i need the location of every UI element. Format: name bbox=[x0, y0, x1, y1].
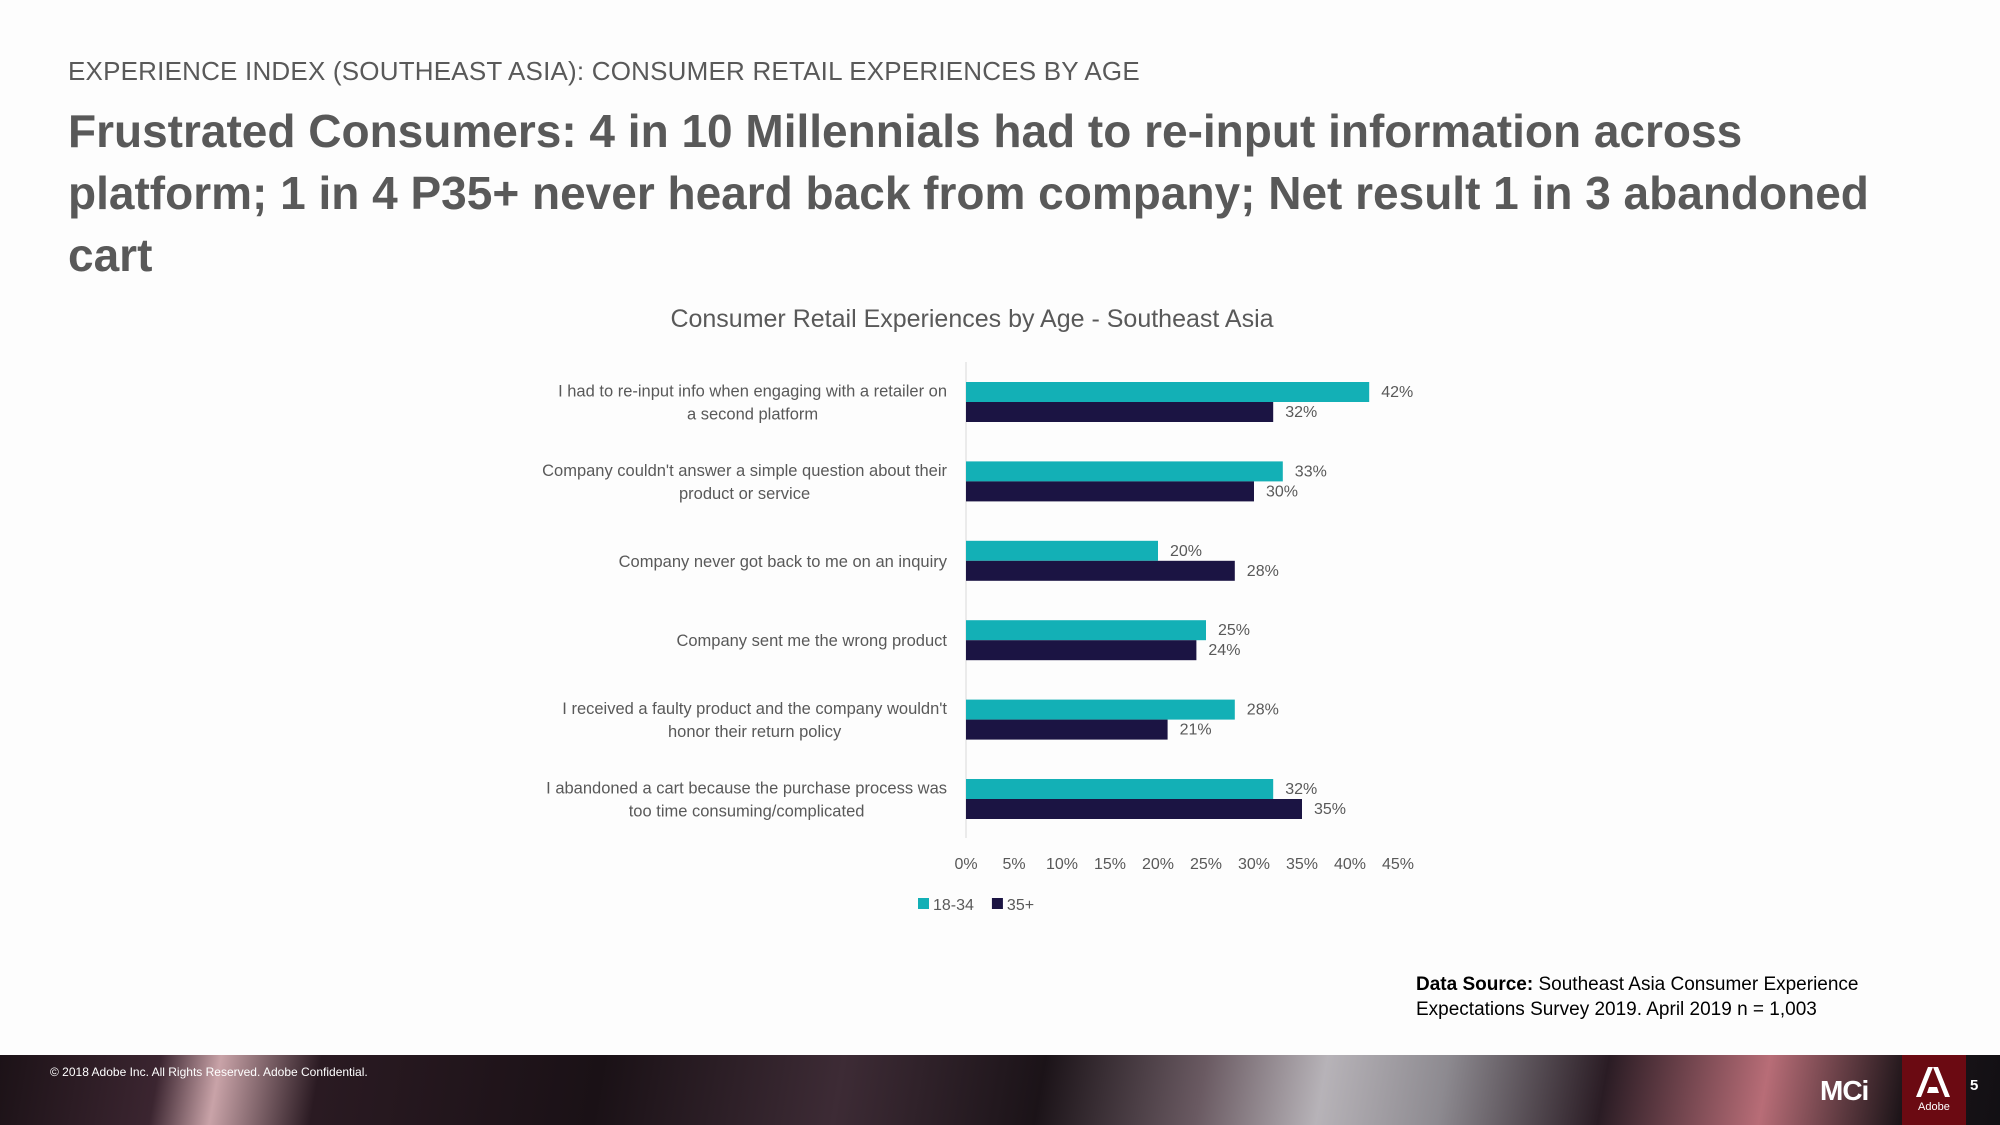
bar-35plus bbox=[966, 799, 1302, 819]
data-label: 20% bbox=[1170, 543, 1202, 560]
data-label: 28% bbox=[1247, 563, 1279, 580]
category-label: too time consuming/complicated bbox=[629, 803, 865, 821]
page-number: 5 bbox=[1970, 1077, 1979, 1094]
x-tick-label: 0% bbox=[954, 856, 977, 873]
x-tick-label: 45% bbox=[1382, 856, 1414, 873]
x-tick-label: 20% bbox=[1142, 856, 1174, 873]
data-label: 30% bbox=[1266, 483, 1298, 500]
data-label: 21% bbox=[1180, 722, 1212, 739]
bar-chart: Consumer Retail Experiences by Age - Sou… bbox=[542, 305, 1414, 914]
category-label: product or service bbox=[679, 485, 810, 503]
category-label: honor their return policy bbox=[668, 723, 842, 741]
category-label: Company couldn't answer a simple questio… bbox=[542, 462, 947, 480]
data-label: 32% bbox=[1285, 404, 1317, 421]
data-source-text: Southeast Asia Consumer Experience Expec… bbox=[1416, 974, 1859, 1020]
legend-label: 18-34 bbox=[933, 897, 974, 914]
bar-18-34 bbox=[966, 461, 1283, 482]
bar-18-34 bbox=[966, 382, 1370, 402]
category-label: I abandoned a cart because the purchase … bbox=[546, 780, 947, 798]
page-headline: Frustrated Consumers: 4 in 10 Millennial… bbox=[68, 105, 1869, 281]
data-label: 28% bbox=[1247, 702, 1279, 719]
bar-18-34 bbox=[966, 699, 1235, 720]
data-source-label: Data Source: bbox=[1416, 974, 1534, 995]
bar-18-34 bbox=[966, 779, 1274, 799]
legend-label: 35+ bbox=[1007, 897, 1034, 914]
mci-logo: MCi bbox=[1820, 1075, 1869, 1106]
adobe-wordmark: Adobe bbox=[1918, 1101, 1950, 1113]
data-label: 32% bbox=[1285, 781, 1317, 798]
bar-18-34 bbox=[966, 540, 1158, 561]
data-label: 33% bbox=[1295, 463, 1327, 480]
category-label: I had to re-input info when engaging wit… bbox=[558, 383, 947, 401]
x-tick-label: 15% bbox=[1094, 856, 1126, 873]
data-label: 24% bbox=[1208, 642, 1240, 659]
legend-swatch bbox=[991, 898, 1003, 909]
bar-18-34 bbox=[966, 620, 1206, 641]
x-tick-label: 5% bbox=[1002, 856, 1025, 873]
x-tick-label: 25% bbox=[1190, 856, 1222, 873]
category-label: I received a faulty product and the comp… bbox=[562, 700, 947, 718]
x-tick-label: 40% bbox=[1334, 856, 1366, 873]
bar-35plus bbox=[966, 481, 1254, 502]
data-label: 25% bbox=[1218, 622, 1250, 639]
legend-swatch bbox=[918, 898, 929, 909]
category-label: Company sent me the wrong product bbox=[676, 632, 947, 650]
category-label: a second platform bbox=[687, 406, 818, 424]
data-label: 35% bbox=[1314, 801, 1346, 818]
x-tick-label: 30% bbox=[1238, 856, 1270, 873]
x-tick-label: 35% bbox=[1286, 856, 1318, 873]
category-label: Company never got back to me on an inqui… bbox=[619, 553, 948, 571]
data-label: 42% bbox=[1381, 384, 1413, 401]
bar-35plus bbox=[966, 719, 1168, 740]
bar-35plus bbox=[966, 640, 1197, 661]
footer-banner: © 2018 Adobe Inc. All Rights Reserved. A… bbox=[0, 1055, 2000, 1125]
x-tick-label: 10% bbox=[1046, 856, 1078, 873]
copyright-text: © 2018 Adobe Inc. All Rights Reserved. A… bbox=[50, 1065, 368, 1079]
adobe-logo-icon bbox=[1916, 1067, 1950, 1097]
bar-35plus bbox=[966, 402, 1274, 422]
data-source-note: Data Source: Southeast Asia Consumer Exp… bbox=[1416, 972, 1876, 1022]
chart-title: Consumer Retail Experiences by Age - Sou… bbox=[670, 305, 1273, 333]
page-kicker: EXPERIENCE INDEX (SOUTHEAST ASIA): CONSU… bbox=[68, 56, 1140, 86]
bar-35plus bbox=[966, 560, 1235, 581]
